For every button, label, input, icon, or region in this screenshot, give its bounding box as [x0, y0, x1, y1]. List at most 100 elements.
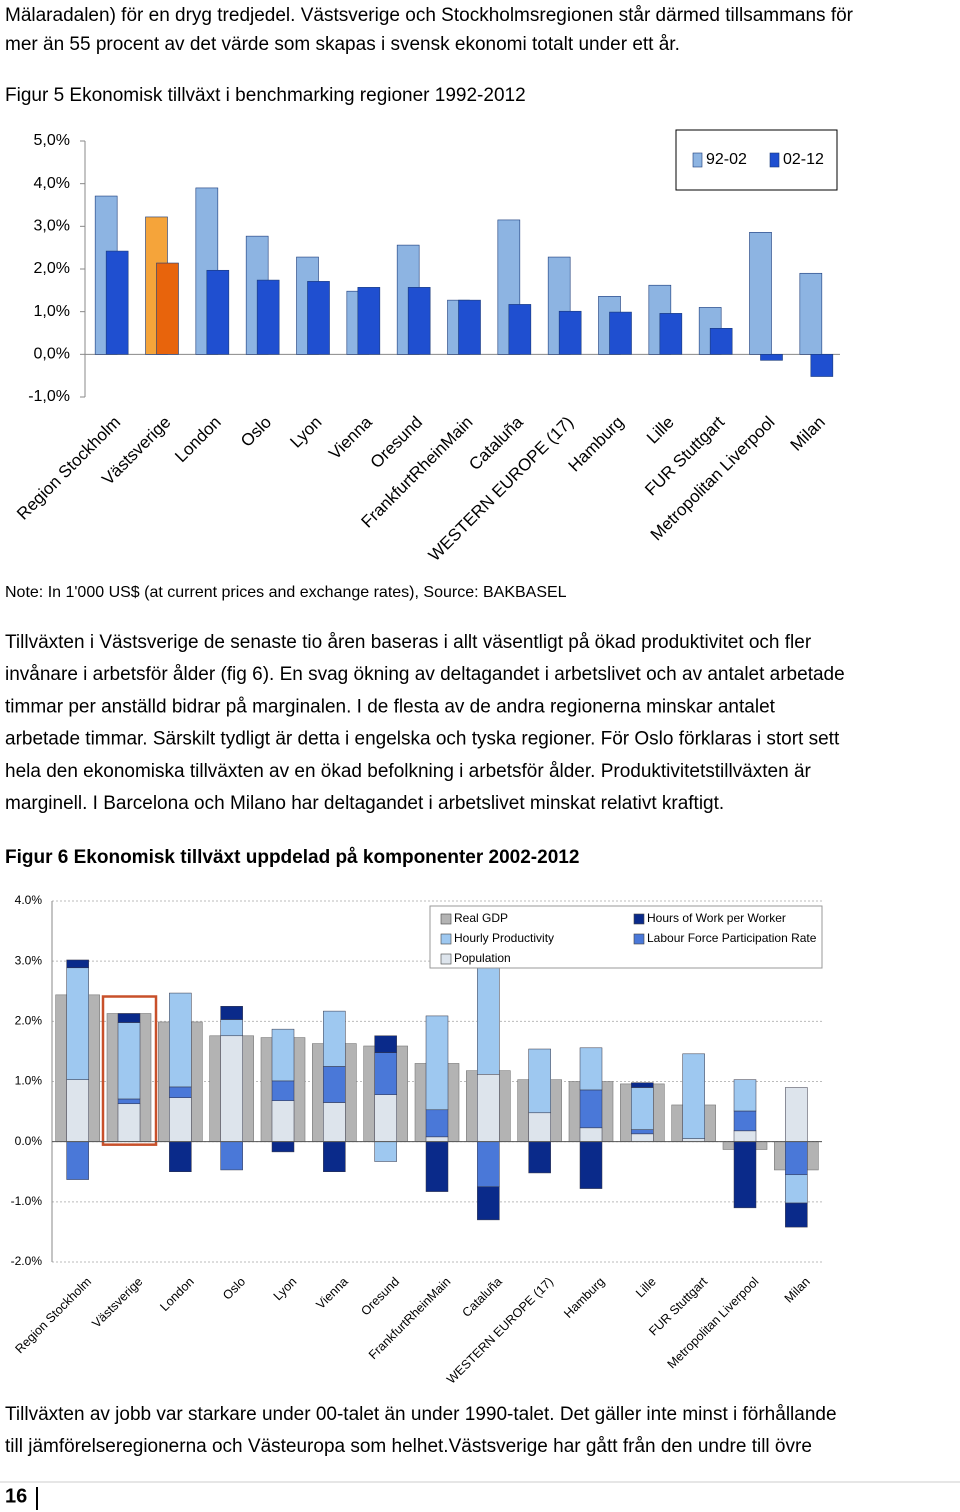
- bar: [558, 310, 582, 355]
- x-tick-label: Hamburg: [561, 1275, 607, 1321]
- bar: [799, 272, 823, 355]
- y-tick-label: 2,0%: [34, 260, 70, 277]
- bar-segment: [323, 1010, 346, 1067]
- body-text-line: mer än 55 procent av det värde som skapa…: [5, 34, 680, 55]
- bar: [760, 354, 783, 361]
- bar-segment: [477, 966, 500, 1075]
- bar-segment: [374, 1052, 397, 1095]
- bar-segment: [477, 1186, 500, 1221]
- x-tick-label: Hamburg: [565, 413, 628, 476]
- legend-label: Real GDP: [454, 911, 508, 925]
- bar-segment: [66, 967, 89, 1080]
- bar-segment: [271, 1080, 295, 1102]
- bar-segment: [579, 1047, 603, 1091]
- bar: [105, 250, 129, 355]
- bar: [659, 313, 683, 355]
- highlight-box: [101, 995, 158, 1146]
- bar-segment: [66, 959, 89, 969]
- bar-segment: [271, 1141, 295, 1153]
- bar-segment: [425, 1109, 449, 1138]
- page-number: 16: [5, 1485, 27, 1507]
- body-text-line: invånare i arbetsför ålder (fig 6). En s…: [5, 664, 845, 685]
- bar-segment: [425, 1141, 449, 1192]
- bar-segment: [631, 1133, 654, 1142]
- body-text-line: timmar per anställd bidrar på marginalen…: [5, 696, 776, 717]
- bar-segment: [631, 1082, 654, 1088]
- y-tick-label: 4.0%: [15, 893, 43, 907]
- legend-box: [429, 905, 823, 969]
- bar: [609, 311, 632, 355]
- legend-swatch: [633, 933, 645, 945]
- bar-segment: [733, 1110, 757, 1132]
- x-tick-label: Lyon: [271, 1275, 300, 1304]
- bar-segment: [323, 1141, 346, 1172]
- bar-segment: [477, 1074, 500, 1142]
- legend-label: 02-12: [783, 151, 824, 168]
- x-tick-label: Lille: [633, 1275, 659, 1301]
- legend-swatch: [769, 152, 780, 168]
- figure-caption: Figur 5 Ekonomisk tillväxt i benchmarkin…: [5, 85, 526, 106]
- bar-segment: [374, 1094, 397, 1142]
- x-tick-label: Oresund: [358, 1275, 402, 1319]
- bar-segment: [271, 1028, 295, 1082]
- bar-segment: [271, 1100, 295, 1142]
- x-tick-label: London: [157, 1275, 196, 1314]
- bar: [357, 287, 381, 355]
- figure-caption: Figur 6 Ekonomisk tillväxt uppdelad på k…: [5, 847, 579, 868]
- bar-segment: [785, 1141, 808, 1176]
- bar-segment: [477, 1141, 500, 1188]
- bar: [256, 279, 280, 355]
- x-tick-label: Vienna: [314, 1275, 351, 1312]
- legend-swatch: [692, 152, 703, 168]
- body-text-line: Tillväxten av jobb var starkare under 00…: [5, 1404, 837, 1425]
- y-tick-label: 4,0%: [34, 175, 70, 192]
- x-tick-label: Milan: [787, 413, 829, 455]
- bar-segment: [220, 1006, 243, 1020]
- bar-segment: [425, 1136, 449, 1142]
- legend-swatch: [440, 953, 452, 965]
- bar-segment: [528, 1048, 551, 1114]
- bar-segment: [169, 992, 192, 1088]
- x-tick-label: Cataluña: [459, 1275, 504, 1320]
- bar-segment: [169, 1086, 192, 1098]
- y-tick-label: 0.0%: [15, 1134, 43, 1148]
- bar-segment: [374, 1141, 397, 1162]
- bar-segment: [117, 1022, 141, 1100]
- bar: [709, 328, 733, 355]
- bar: [407, 287, 431, 355]
- x-tick-label: London: [171, 413, 225, 467]
- bar-segment: [169, 1097, 192, 1142]
- bar-segment: [66, 1079, 89, 1142]
- legend-label: 92-02: [706, 151, 747, 168]
- x-tick-label: Oslo: [220, 1275, 248, 1303]
- legend-swatch: [440, 933, 452, 945]
- bar: [508, 304, 532, 355]
- bar-segment: [220, 1019, 243, 1037]
- bar: [810, 354, 834, 377]
- bar-segment: [220, 1141, 243, 1171]
- bar-segment: [169, 1141, 192, 1172]
- bar-segment: [733, 1141, 757, 1209]
- body-text-line: Mälaradalen) för en dryg tredjedel. Väst…: [5, 5, 854, 26]
- bar-segment: [733, 1130, 757, 1142]
- y-tick-label: 1.0%: [15, 1074, 43, 1088]
- y-tick-label: -2.0%: [11, 1254, 43, 1268]
- bar-segment: [425, 1015, 449, 1111]
- bar: [458, 299, 481, 355]
- bar: [307, 281, 330, 355]
- bar: [206, 269, 230, 355]
- y-tick-label: 5,0%: [34, 132, 70, 149]
- bar-segment: [682, 1053, 705, 1139]
- bar-segment: [117, 1013, 141, 1023]
- bar-segment: [323, 1102, 346, 1142]
- bar: [156, 262, 179, 355]
- bar-segment: [323, 1066, 346, 1103]
- x-tick-label: Milan: [782, 1275, 813, 1306]
- x-tick-label: WESTERN EUROPE (17): [444, 1275, 556, 1387]
- bar-segment: [631, 1087, 654, 1130]
- legend-label: Hours of Work per Worker: [647, 911, 786, 925]
- bar-segment: [117, 1103, 141, 1142]
- bar-segment: [528, 1112, 551, 1142]
